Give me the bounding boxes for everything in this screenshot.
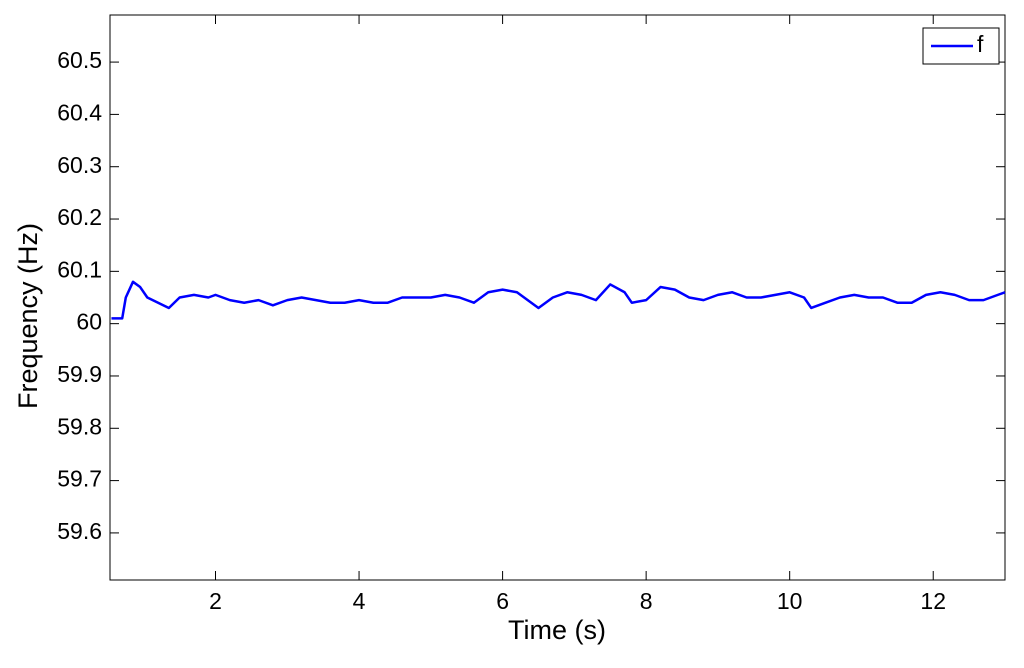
y-tick-label: 59.9	[57, 361, 102, 387]
x-tick-label: 4	[353, 588, 366, 614]
y-tick-label: 59.6	[57, 518, 102, 544]
data-line	[111, 280, 1006, 320]
y-tick-label: 60.3	[57, 152, 102, 178]
x-axis-label: Time (s)	[508, 615, 606, 645]
x-tick-label: 10	[777, 588, 803, 614]
y-tick-label: 60.5	[57, 47, 102, 73]
y-tick-label: 59.8	[57, 413, 102, 439]
legend-label: f	[977, 31, 984, 57]
y-tick-label: 60.1	[57, 256, 102, 282]
y-tick-label: 60.2	[57, 204, 102, 230]
x-tick-label: 6	[496, 588, 509, 614]
y-tick-label: 60	[76, 309, 102, 335]
y-axis-label: Frequency (Hz)	[13, 223, 43, 409]
plot-frame	[109, 14, 1006, 581]
y-tick-label: 60.4	[57, 99, 102, 125]
x-tick-label: 2	[209, 588, 222, 614]
x-tick-label: 8	[640, 588, 653, 614]
y-tick-label: 59.7	[57, 466, 102, 492]
x-tick-label: 12	[920, 588, 946, 614]
